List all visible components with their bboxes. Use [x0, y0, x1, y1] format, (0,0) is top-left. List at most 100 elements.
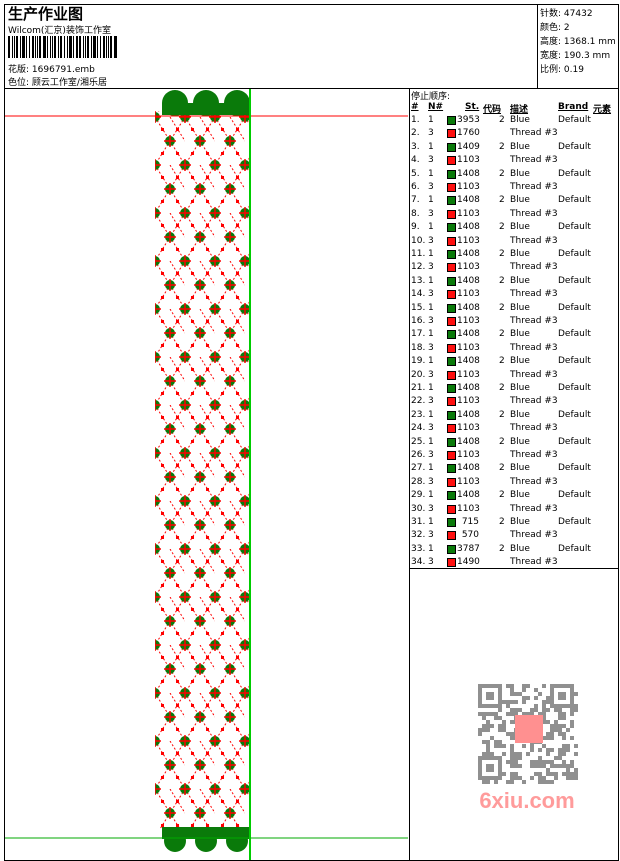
row-brand: Default [558, 383, 591, 393]
barcode-bar [39, 36, 41, 58]
color-swatch [447, 531, 456, 541]
row-description: Blue [510, 115, 530, 125]
stop-row[interactable]: 4. 3 1103 Thread #3 [411, 155, 616, 168]
barcode-bar [67, 36, 68, 58]
stop-row[interactable]: 32. 3 570 Thread #3 [411, 530, 616, 543]
col-header-code: 代码 [483, 105, 502, 115]
row-brand: Default [558, 275, 591, 286]
row-stitches: 1103 [457, 476, 480, 487]
stop-row[interactable]: 8. 3 1103 Thread #3 [411, 209, 616, 222]
row-stitches: 1103 [457, 396, 480, 407]
stop-row[interactable]: 25. 1 1408 2 Blue Default [411, 437, 616, 450]
row-needle: 1 [428, 222, 434, 233]
row-code: 2 [499, 356, 505, 367]
row-stitches: 1103 [457, 289, 480, 300]
row-stitches: 1408 [457, 463, 480, 474]
row-needle: 3 [428, 503, 434, 514]
row-stitches: 1103 [457, 369, 480, 380]
row-description: Thread #3 [510, 557, 558, 568]
row-needle: 3 [428, 208, 434, 219]
stop-row[interactable]: 33. 1 3787 2 Blue Default [411, 544, 616, 557]
row-index: 23. [411, 409, 426, 420]
stop-row[interactable]: 31. 1 715 2 Blue Default [411, 517, 616, 530]
stop-row[interactable]: 24. 3 1103 Thread #3 [411, 423, 616, 436]
info-label: 高度: [540, 37, 562, 47]
stop-row[interactable]: 14. 3 1103 Thread #3 [411, 289, 616, 302]
row-needle: 1 [428, 275, 434, 286]
color-swatch [447, 544, 456, 554]
stop-row[interactable]: 5. 1 1408 2 Blue Default [411, 169, 616, 182]
color-swatch [447, 263, 456, 273]
color-swatch [447, 518, 456, 527]
row-code: 2 [499, 329, 505, 340]
row-code: 2 [499, 517, 505, 527]
stop-row[interactable]: 12. 3 1103 Thread #3 [411, 262, 616, 275]
row-needle: 3 [428, 476, 434, 487]
stop-row[interactable]: 26. 3 1103 Thread #3 [411, 450, 616, 463]
row-description: Thread #3 [510, 182, 558, 192]
color-swatch [447, 504, 456, 514]
row-index: 13. [411, 275, 426, 286]
row-needle: 3 [428, 128, 434, 139]
row-needle: 3 [428, 530, 434, 541]
barcode-bar [91, 36, 92, 58]
color-swatch [447, 451, 456, 460]
stop-row[interactable]: 20. 3 1103 Thread #3 [411, 370, 616, 383]
row-stitches: 1760 [457, 128, 480, 139]
stop-row[interactable]: 11. 1 1408 2 Blue Default [411, 249, 616, 262]
stop-row[interactable]: 21. 1 1408 2 Blue Default [411, 383, 616, 396]
stop-row[interactable]: 22. 3 1103 Thread #3 [411, 396, 616, 409]
info-row: 宽度: 190.3 mm [540, 48, 610, 61]
row-description: Blue [510, 141, 530, 152]
stop-row[interactable]: 28. 3 1103 Thread #3 [411, 477, 616, 490]
stop-row[interactable]: 2. 3 1760 Thread #3 [411, 128, 616, 141]
row-description: Blue [510, 249, 530, 259]
row-needle: 3 [428, 235, 434, 246]
info-label: 宽度: [540, 51, 562, 61]
row-index: 27. [411, 463, 426, 474]
row-needle: 3 [428, 182, 434, 192]
stop-row[interactable]: 10. 3 1103 Thread #3 [411, 236, 616, 249]
stop-row[interactable]: 18. 3 1103 Thread #3 [411, 343, 616, 356]
design-label: 花版: [8, 65, 30, 75]
stop-row[interactable]: 13. 1 1408 2 Blue Default [411, 276, 616, 289]
color-swatch [447, 290, 456, 300]
stop-row[interactable]: 30. 3 1103 Thread #3 [411, 504, 616, 517]
stop-row[interactable]: 29. 1 1408 2 Blue Default [411, 490, 616, 503]
row-description: Thread #3 [510, 530, 558, 541]
row-index: 12. [411, 262, 426, 273]
row-stitches: 570 [461, 530, 479, 541]
stop-row[interactable]: 17. 1 1408 2 Blue Default [411, 329, 616, 342]
row-index: 9. [411, 222, 420, 233]
stop-row[interactable]: 34. 3 1490 Thread #3 [411, 557, 616, 570]
row-stitches: 1408 [457, 356, 480, 367]
color-swatch [447, 357, 456, 367]
row-stitches: 1408 [457, 249, 480, 259]
barcode-bar [8, 36, 10, 58]
stop-row[interactable]: 1. 1 3953 2 Blue Default [411, 115, 616, 128]
row-code: 2 [499, 115, 505, 125]
stop-row[interactable]: 6. 3 1103 Thread #3 [411, 182, 616, 195]
company-name: Wilcom(汇京)装饰工作室 [8, 26, 111, 36]
barcode-bar [79, 36, 81, 58]
row-needle: 1 [428, 463, 434, 474]
stop-row[interactable]: 9. 1 1408 2 Blue Default [411, 222, 616, 235]
color-swatch [447, 491, 456, 501]
color-swatch [447, 303, 456, 313]
row-code: 2 [499, 409, 505, 420]
stop-row[interactable]: 16. 3 1103 Thread #3 [411, 316, 616, 329]
color-swatch [447, 142, 456, 152]
row-stitches: 715 [461, 517, 479, 527]
row-stitches: 1103 [457, 423, 480, 434]
stop-row[interactable]: 7. 1 1408 2 Blue Default [411, 195, 616, 208]
stop-row[interactable]: 19. 1 1408 2 Blue Default [411, 356, 616, 369]
bottom-scallop-border [162, 827, 250, 852]
color-swatch [447, 384, 456, 393]
stop-row[interactable]: 15. 1 1408 2 Blue Default [411, 303, 616, 316]
stop-row[interactable]: 3. 1 1409 2 Blue Default [411, 142, 616, 155]
row-description: Thread #3 [510, 503, 558, 514]
row-description: Blue [510, 463, 530, 474]
barcode-bar [29, 36, 30, 58]
stop-row[interactable]: 23. 1 1408 2 Blue Default [411, 410, 616, 423]
stop-row[interactable]: 27. 1 1408 2 Blue Default [411, 463, 616, 476]
